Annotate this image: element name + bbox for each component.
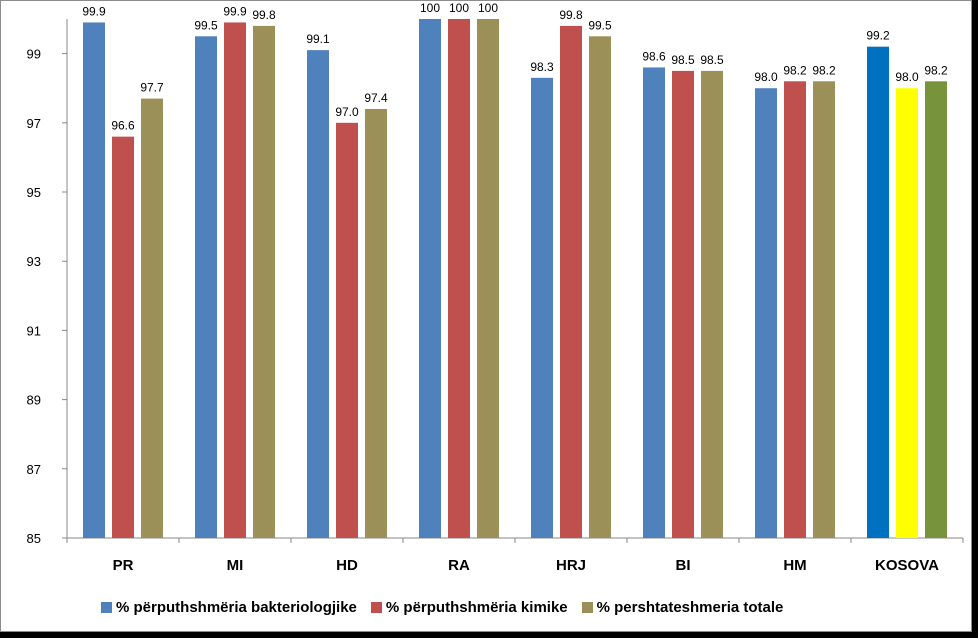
bar-bi-series-2	[672, 70, 694, 539]
legend-swatch	[101, 602, 112, 613]
data-label: 99.5	[194, 18, 218, 32]
data-label: 98.2	[924, 63, 948, 77]
data-label: 99.9	[223, 4, 247, 18]
data-label: 98.2	[783, 63, 807, 77]
data-label: 97.0	[335, 105, 359, 119]
data-label: 98.2	[812, 63, 836, 77]
bar-bi-series-1	[643, 67, 665, 538]
legend-label: % përputhshmëria kimike	[385, 599, 568, 616]
bar-hd-series-1	[307, 50, 329, 538]
category-label-hd: HD	[336, 557, 358, 574]
data-label: 98.5	[671, 53, 695, 67]
bar-hm-series-3	[813, 81, 835, 538]
y-tick-label: 97	[27, 116, 41, 131]
bar-kosova-series-3	[925, 81, 947, 538]
category-label-ra: RA	[448, 557, 470, 574]
data-label: 98.5	[700, 53, 724, 67]
y-tick-label: 89	[27, 393, 41, 408]
data-label: 99.1	[306, 32, 330, 46]
y-tick-label: 95	[27, 185, 41, 200]
data-label: 97.7	[140, 81, 164, 95]
data-label: 100	[449, 1, 469, 15]
bar-hd-series-2	[336, 122, 358, 539]
data-label: 99.8	[252, 8, 276, 22]
bar-hrj-series-2	[560, 25, 582, 539]
bar-kosova-series-1	[867, 46, 889, 539]
y-tick-label: 85	[27, 531, 41, 546]
data-label: 96.6	[111, 119, 135, 133]
legend-label: % përputhshmëria bakteriologjike	[116, 599, 357, 616]
bar-mi-series-3	[253, 25, 275, 539]
legend-swatch	[581, 602, 593, 613]
bar-hm-series-1	[755, 88, 777, 538]
legend-item: % përputhshmëria bakteriologjike	[101, 599, 357, 616]
category-label-kosova: KOSOVA	[875, 557, 939, 574]
data-label: 99.2	[866, 29, 890, 43]
data-label: 99.5	[588, 18, 612, 32]
data-label: 98.6	[642, 49, 666, 63]
bar-mi-series-2	[224, 22, 246, 538]
bar-pr-series-1	[83, 22, 105, 538]
data-label: 100	[420, 1, 440, 15]
y-tick-label: 99	[27, 47, 41, 62]
bar-hrj-series-3	[589, 36, 611, 539]
data-label: 98.0	[754, 70, 778, 84]
category-label-mi: MI	[227, 557, 244, 574]
legend: % përputhshmëria bakteriologjike % përput…	[101, 599, 783, 616]
bar-chart: 85 87 89 91 93 95 97 99 99.9 96.6 97.7 PR 99.5 99.9 99…	[27, 1, 964, 574]
y-tick-label: 87	[27, 462, 41, 477]
bar-mi-series-1	[195, 36, 217, 539]
legend-item: % pershtateshmeria totale	[581, 599, 784, 616]
data-label: 99.8	[559, 8, 583, 22]
bar-ra-series-1	[419, 19, 441, 538]
legend-swatch	[370, 602, 382, 613]
bar-hm-series-2	[784, 81, 806, 538]
y-tick-label: 93	[27, 254, 41, 269]
category-label-pr: PR	[113, 557, 134, 574]
data-label: 100	[478, 1, 498, 15]
bar-bi-series-3	[701, 70, 723, 539]
data-label: 98.3	[530, 60, 554, 74]
y-tick-label: 91	[27, 323, 41, 338]
bar-hd-series-3	[365, 108, 387, 539]
bar-pr-series-3	[141, 98, 163, 538]
data-label: 98.0	[895, 70, 919, 84]
data-label: 97.4	[364, 91, 388, 105]
legend-item: % përputhshmëria kimike	[370, 599, 568, 616]
legend-label: % pershtateshmeria totale	[596, 599, 784, 616]
bar-kosova-series-2	[896, 88, 918, 538]
bar-ra-series-2	[448, 19, 470, 538]
data-label: 99.9	[82, 4, 106, 18]
category-label-hm: HM	[783, 557, 806, 574]
bar-ra-series-3	[477, 19, 499, 538]
bar-hrj-series-1	[531, 77, 553, 538]
bar-pr-series-2	[112, 136, 134, 538]
category-label-hrj: HRJ	[556, 557, 586, 574]
category-label-bi: BI	[676, 557, 691, 574]
